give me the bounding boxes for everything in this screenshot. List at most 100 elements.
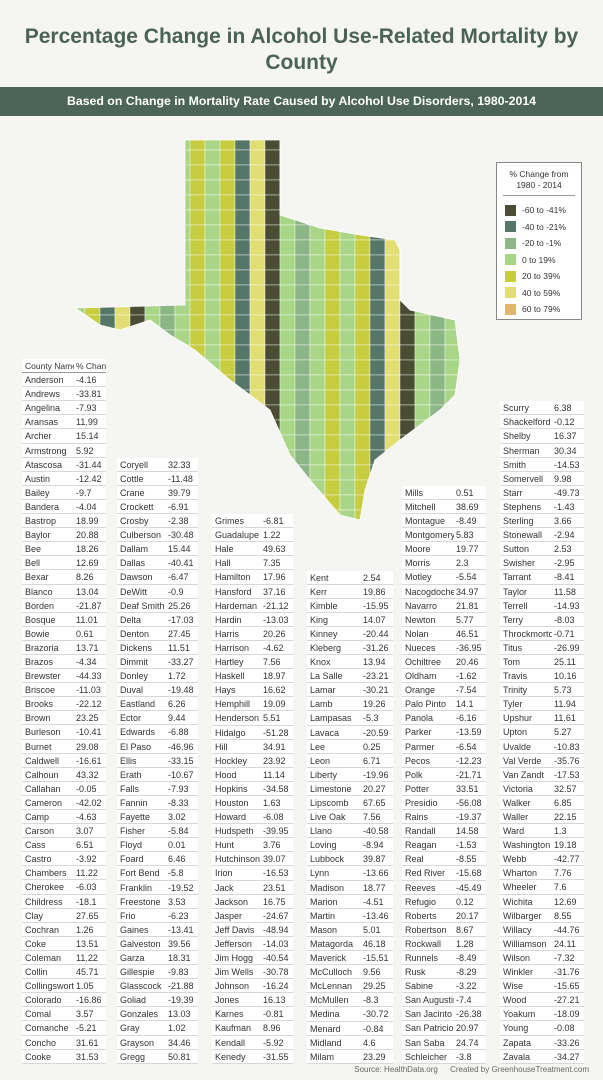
county-value: 25.11 bbox=[554, 656, 576, 667]
table-row: Frio -6.23 bbox=[117, 909, 198, 923]
county-cell bbox=[354, 194, 371, 211]
county-value: 37.16 bbox=[263, 586, 286, 597]
table-row: Starr -49.73 bbox=[500, 486, 584, 500]
county-cell bbox=[444, 149, 460, 166]
county-cell bbox=[264, 314, 281, 331]
county-cell bbox=[324, 389, 341, 406]
table-row: Kent 2.54 bbox=[307, 571, 393, 585]
table-row: Briscoe -11.03 bbox=[22, 683, 106, 698]
table-row: Camp -4.63 bbox=[22, 810, 106, 825]
county-cell bbox=[354, 449, 371, 466]
county-name: Jones bbox=[215, 995, 240, 1006]
county-cell bbox=[369, 299, 386, 316]
county-cell bbox=[204, 344, 221, 361]
county-cell bbox=[354, 164, 371, 181]
county-cell bbox=[354, 209, 371, 226]
county-cell bbox=[459, 419, 460, 436]
county-cell bbox=[219, 269, 236, 286]
county-value: -17.03 bbox=[168, 614, 194, 625]
county-cell bbox=[129, 404, 146, 421]
table-row: Caldwell -16.61 bbox=[22, 754, 106, 768]
county-cell bbox=[144, 389, 161, 406]
county-cell bbox=[75, 344, 86, 361]
county-cell bbox=[219, 239, 236, 256]
county-cell bbox=[429, 179, 446, 196]
county-name: Dimmit bbox=[120, 657, 148, 667]
county-name: Lipscomb bbox=[310, 798, 349, 808]
table-row: Matagorda 46.18 bbox=[307, 937, 393, 952]
county-cell bbox=[339, 329, 356, 346]
county-value: 11.01 bbox=[76, 614, 98, 625]
county-name: Hood bbox=[215, 769, 237, 780]
county-name: Zavala bbox=[503, 1051, 531, 1062]
county-cell bbox=[369, 254, 386, 271]
source: Source: HealthData.org bbox=[354, 1065, 438, 1074]
county-cell bbox=[144, 329, 161, 346]
county-value: -12.42 bbox=[76, 473, 102, 484]
county-cell bbox=[159, 209, 176, 226]
table-row: Roberts 20.17 bbox=[402, 909, 486, 923]
county-cell bbox=[369, 344, 386, 361]
legend-swatch bbox=[505, 254, 516, 266]
table-row: Coke 13.51 bbox=[22, 937, 106, 951]
county-name: Ector bbox=[120, 713, 142, 724]
table-row: Medina -30.72 bbox=[307, 1007, 393, 1022]
county-name: Somervell bbox=[503, 473, 544, 484]
county-cell bbox=[234, 404, 251, 421]
county-cell bbox=[294, 449, 311, 466]
county-cell bbox=[189, 299, 206, 316]
county-cell bbox=[174, 149, 191, 166]
county-cell bbox=[279, 269, 296, 286]
county-value: -19.37 bbox=[456, 812, 482, 823]
table-row: Zavala -34.27 bbox=[500, 1050, 584, 1064]
table-row: Johnson -16.24 bbox=[212, 979, 293, 994]
county-value: 43.32 bbox=[76, 769, 99, 780]
county-cell bbox=[114, 404, 131, 421]
county-cell bbox=[354, 434, 371, 451]
county-value: -16.61 bbox=[76, 755, 102, 766]
county-cell bbox=[204, 149, 221, 166]
table-row: Waller 22.15 bbox=[500, 810, 584, 825]
table-row: Panola -6.16 bbox=[402, 711, 486, 726]
county-name: Hall bbox=[215, 558, 231, 569]
county-value: 19.77 bbox=[456, 544, 479, 555]
county-value: -30.78 bbox=[263, 967, 289, 978]
county-cell bbox=[339, 179, 356, 196]
county-name: Ellis bbox=[120, 755, 137, 766]
county-cell bbox=[459, 329, 460, 346]
table-row: Hall 7.35 bbox=[212, 556, 293, 571]
county-cell bbox=[459, 149, 460, 166]
county-value: 31.61 bbox=[76, 1037, 99, 1048]
county-cell bbox=[384, 149, 401, 166]
county-cell bbox=[384, 419, 401, 436]
table-row: Jack 23.51 bbox=[212, 881, 293, 895]
table-row: Live Oak 7.56 bbox=[307, 810, 393, 825]
county-name: Hays bbox=[215, 685, 236, 696]
county-cell bbox=[384, 179, 401, 196]
table-row: Sterling 3.66 bbox=[500, 514, 584, 529]
county-cell bbox=[75, 179, 86, 196]
county-value: -46.96 bbox=[168, 741, 194, 752]
county-value: 24.74 bbox=[456, 1037, 479, 1048]
county-cell bbox=[384, 389, 401, 406]
county-cell bbox=[309, 404, 326, 421]
table-row: Brazos -4.34 bbox=[22, 655, 106, 670]
county-cell bbox=[189, 194, 206, 211]
table-row: Bell 12.69 bbox=[22, 556, 106, 571]
county-cell bbox=[189, 359, 206, 376]
table-row: Terry -8.03 bbox=[500, 613, 584, 627]
county-value: 15.14 bbox=[76, 431, 99, 442]
county-value: -44.76 bbox=[554, 924, 580, 935]
county-value: -19.48 bbox=[168, 685, 194, 696]
county-cell bbox=[159, 404, 176, 421]
county-value: 1.02 bbox=[168, 1023, 186, 1034]
county-cell bbox=[159, 434, 176, 451]
county-name: Terry bbox=[503, 614, 523, 625]
county-cell bbox=[264, 449, 281, 466]
county-name: Hale bbox=[215, 544, 234, 555]
county-cell bbox=[399, 374, 416, 391]
table-row: Maverick -15.51 bbox=[307, 951, 393, 966]
county-name: Jim Wells bbox=[215, 967, 254, 978]
county-cell bbox=[294, 344, 311, 361]
county-cell bbox=[114, 239, 131, 256]
